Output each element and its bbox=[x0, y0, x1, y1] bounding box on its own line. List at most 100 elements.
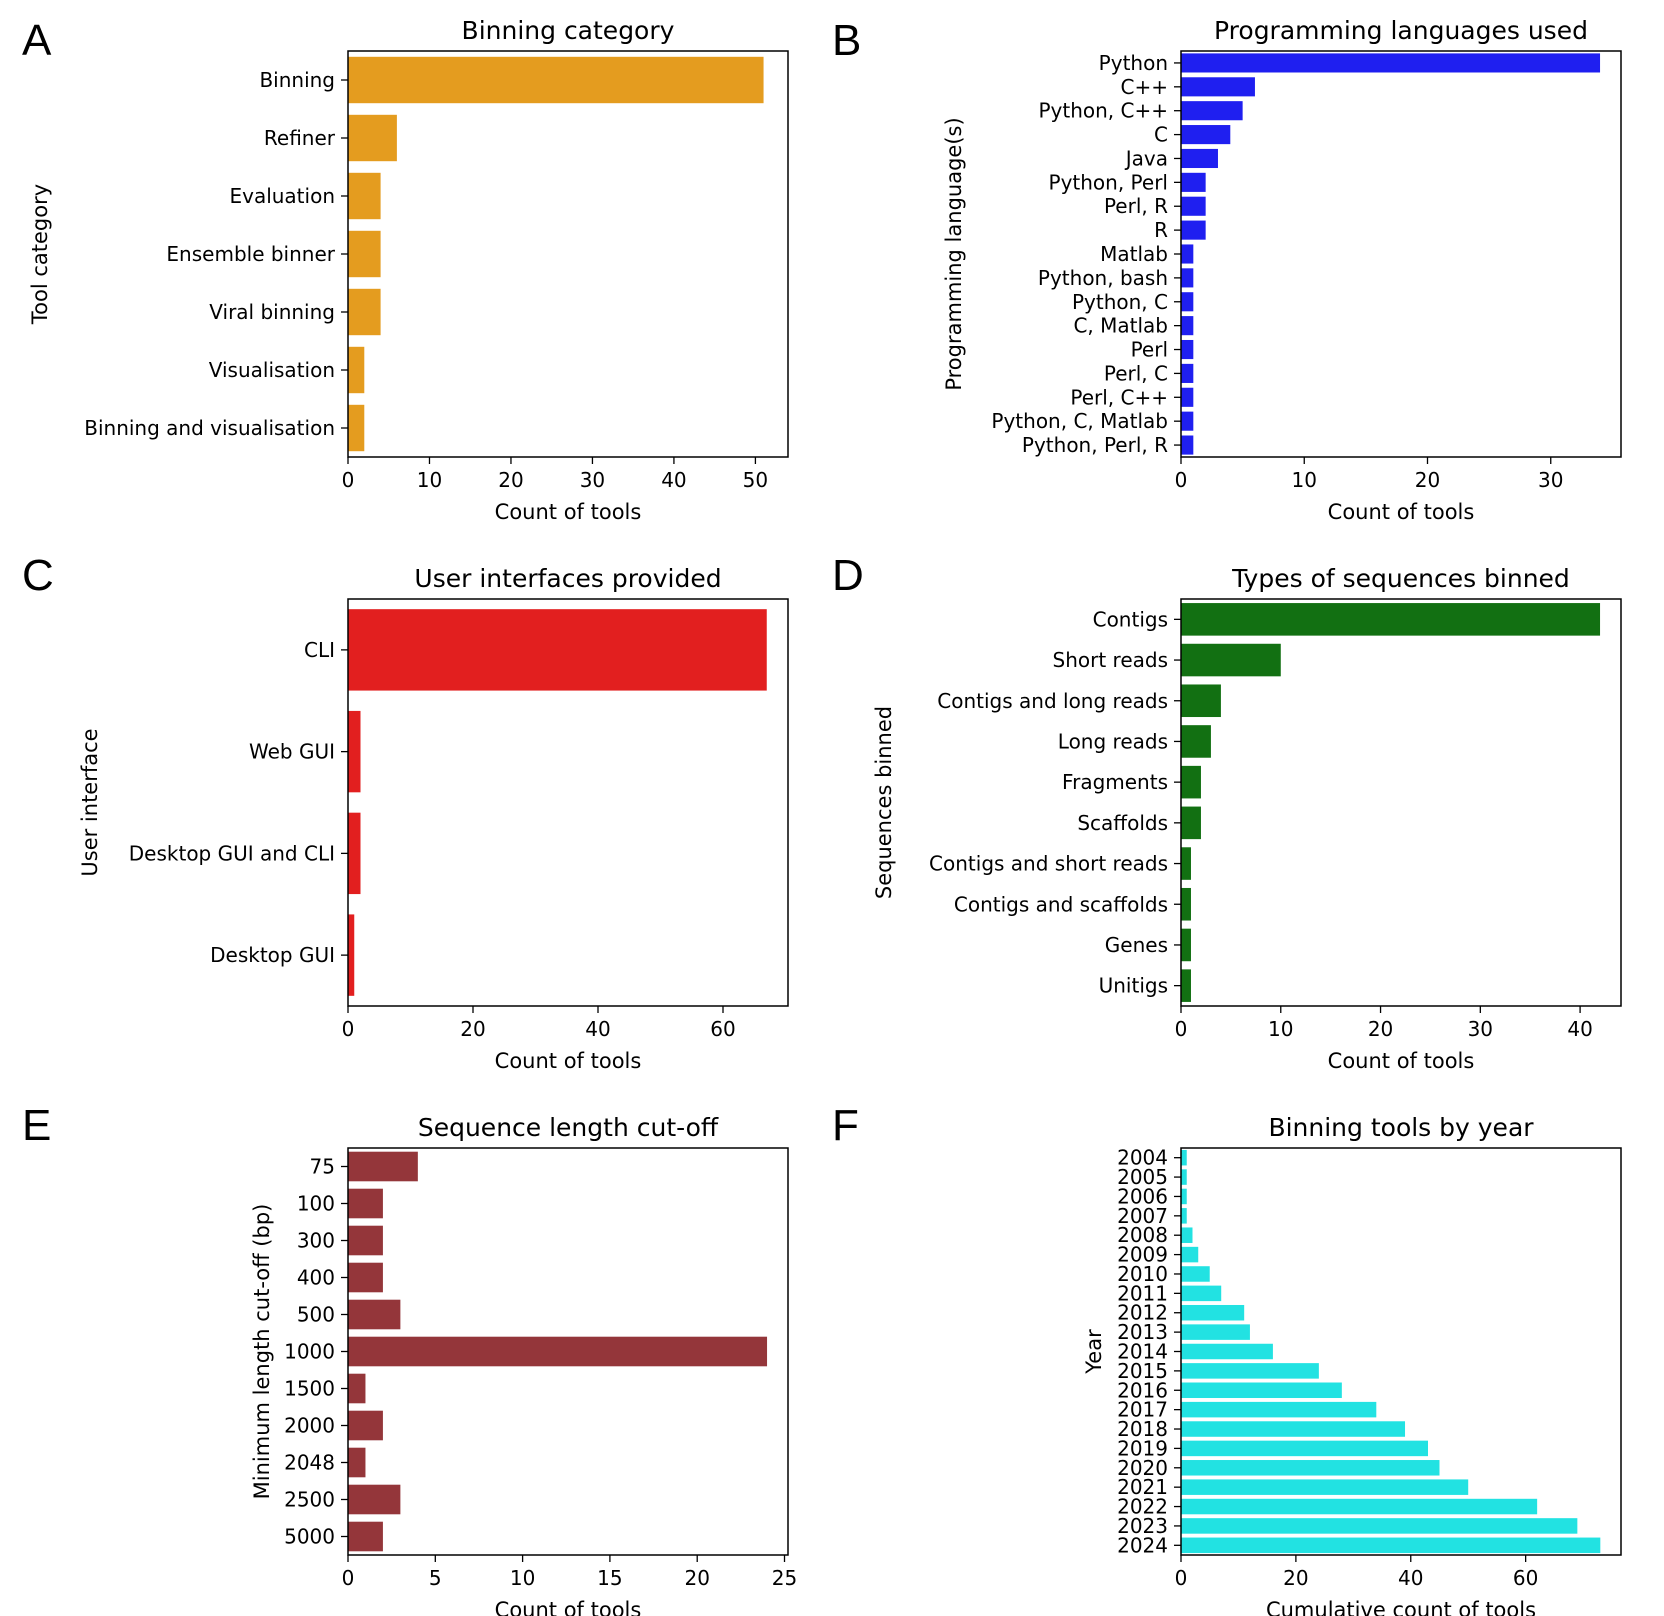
bar bbox=[1181, 77, 1255, 97]
y-tick-label: Python bbox=[1099, 51, 1168, 75]
y-tick-label: Evaluation bbox=[229, 184, 335, 208]
bar bbox=[1181, 1169, 1187, 1185]
y-tick-label: C bbox=[1154, 123, 1168, 147]
bar bbox=[1181, 1498, 1538, 1515]
panel-d: D Types of sequences binned Contigs Short r… bbox=[832, 551, 1622, 1073]
y-tick-label: Unitigs bbox=[1099, 974, 1168, 998]
y-tick-label: Fragments bbox=[1062, 770, 1168, 794]
bar bbox=[1181, 643, 1281, 677]
bar bbox=[1181, 1382, 1342, 1399]
bar bbox=[1181, 765, 1201, 799]
y-tick-label: 1500 bbox=[284, 1377, 335, 1401]
x-tick-label: 40 bbox=[585, 1017, 610, 1041]
y-tick-label: 2016 bbox=[1117, 1378, 1168, 1402]
y-tick-label: 2008 bbox=[1117, 1223, 1168, 1247]
bar bbox=[1181, 125, 1231, 145]
y-tick-label: 2014 bbox=[1117, 1340, 1168, 1364]
y-tick-label: 2004 bbox=[1117, 1146, 1168, 1170]
y-tick-label: Matlab bbox=[1100, 242, 1168, 266]
x-tick-label: 20 bbox=[1415, 468, 1440, 492]
bar bbox=[1181, 172, 1206, 192]
x-tick-label: 0 bbox=[342, 1566, 355, 1590]
bar bbox=[1181, 411, 1194, 431]
x-tick-label: 20 bbox=[1283, 1566, 1308, 1590]
bar bbox=[1181, 1537, 1601, 1554]
plot-frame bbox=[347, 50, 789, 458]
y-tick-label: C++ bbox=[1121, 75, 1168, 99]
x-axis-label: Count of tools bbox=[495, 500, 642, 524]
panel-b: B Programming languages usedPythonC++Pyth… bbox=[832, 16, 1622, 524]
x-axis-label: Cumulative count of tools bbox=[1266, 1598, 1536, 1616]
bar bbox=[1181, 603, 1601, 636]
y-tick-label: 2006 bbox=[1117, 1184, 1168, 1208]
y-axis-label: Programming language(s) bbox=[942, 117, 966, 390]
bar bbox=[1181, 1266, 1210, 1282]
y-tick-label: Java bbox=[1124, 146, 1168, 170]
y-tick-label: Ensemble binner bbox=[166, 242, 335, 266]
bar bbox=[1181, 292, 1194, 312]
x-tick-label: 60 bbox=[1513, 1566, 1538, 1590]
y-tick-label: 2017 bbox=[1117, 1398, 1168, 1422]
bar bbox=[348, 710, 361, 793]
bar bbox=[1181, 847, 1191, 880]
y-tick-label: Refiner bbox=[264, 126, 336, 150]
y-tick-label: 2023 bbox=[1117, 1514, 1168, 1538]
bar bbox=[1181, 806, 1201, 840]
y-tick-label: Perl, C++ bbox=[1070, 385, 1168, 409]
y-tick-label: 2020 bbox=[1117, 1456, 1168, 1480]
bar bbox=[1181, 1227, 1193, 1243]
y-axis-label: Sequences binned bbox=[872, 706, 896, 899]
y-tick-label: 100 bbox=[297, 1192, 335, 1216]
bar bbox=[348, 1262, 383, 1293]
x-axis-label: Count of tools bbox=[1328, 500, 1475, 524]
bar bbox=[348, 1336, 768, 1367]
bar bbox=[348, 288, 381, 336]
x-tick-label: 10 bbox=[417, 468, 442, 492]
y-tick-label: Scaffolds bbox=[1077, 811, 1168, 835]
bar bbox=[1181, 148, 1218, 169]
x-tick-label: 40 bbox=[661, 468, 686, 492]
y-tick-label: 2024 bbox=[1117, 1533, 1168, 1557]
y-tick-label: Perl, C bbox=[1104, 361, 1168, 385]
bar bbox=[348, 914, 355, 996]
panel-letter: D bbox=[832, 551, 864, 600]
plot-frame bbox=[347, 598, 789, 1007]
bar bbox=[1181, 1208, 1187, 1224]
panel-letter: F bbox=[832, 1101, 859, 1150]
y-tick-label: Visualisation bbox=[209, 358, 335, 382]
y-tick-label: Python, C++ bbox=[1038, 99, 1168, 123]
bar bbox=[1181, 268, 1194, 288]
bar bbox=[348, 114, 397, 162]
panel-c: C User interfaces provided CLI Web GUI Deskt… bbox=[22, 551, 789, 1073]
x-tick-label: 20 bbox=[684, 1566, 709, 1590]
plot-frame bbox=[1180, 50, 1622, 458]
y-tick-label: Genes bbox=[1105, 933, 1168, 957]
y-tick-label: Desktop GUI bbox=[210, 943, 335, 967]
panel-letter: A bbox=[22, 16, 52, 65]
bar bbox=[1181, 316, 1194, 336]
bar bbox=[348, 609, 767, 691]
y-axis-label: Year bbox=[1082, 1329, 1106, 1375]
y-axis-label: Tool category bbox=[28, 184, 52, 325]
y-tick-label: R bbox=[1154, 218, 1168, 242]
y-tick-label: Perl, R bbox=[1104, 194, 1168, 218]
panel-letter: E bbox=[22, 1101, 51, 1150]
y-tick-label: 75 bbox=[310, 1155, 335, 1179]
bar bbox=[1181, 101, 1243, 121]
y-tick-label: 2022 bbox=[1117, 1495, 1168, 1519]
bar bbox=[1181, 1246, 1199, 1263]
chart-title: Programming languages used bbox=[1214, 16, 1588, 45]
bar bbox=[1181, 1149, 1187, 1166]
y-tick-label: CLI bbox=[304, 638, 335, 662]
y-tick-label: Python, Perl bbox=[1049, 170, 1168, 194]
bar bbox=[348, 230, 381, 278]
bar bbox=[1181, 1479, 1469, 1495]
panel-f: F Binning tools by year200420052006200720… bbox=[832, 1101, 1622, 1616]
y-tick-label: 400 bbox=[297, 1266, 335, 1290]
y-tick-label: 2005 bbox=[1117, 1165, 1168, 1189]
x-tick-label: 20 bbox=[1368, 1017, 1393, 1041]
y-tick-label: Python, C bbox=[1072, 290, 1168, 314]
bar bbox=[1181, 196, 1206, 216]
y-tick-label: 2007 bbox=[1117, 1204, 1168, 1228]
bar bbox=[348, 172, 381, 220]
